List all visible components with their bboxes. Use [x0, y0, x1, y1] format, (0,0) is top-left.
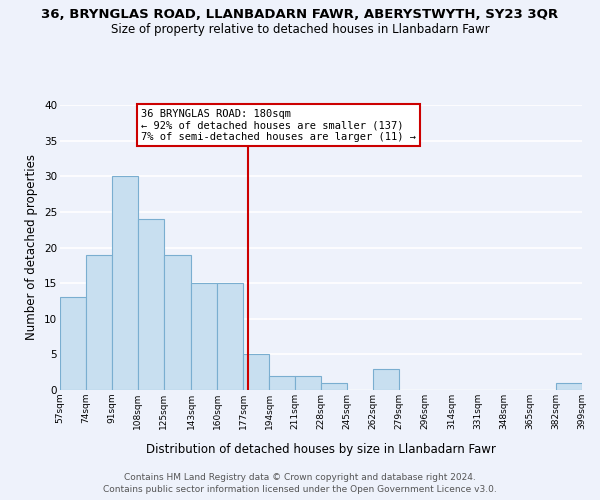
Bar: [295, 376, 321, 390]
Bar: [112, 176, 138, 390]
Bar: [191, 283, 217, 390]
Bar: [269, 376, 295, 390]
Text: Contains public sector information licensed under the Open Government Licence v3: Contains public sector information licen…: [103, 485, 497, 494]
Y-axis label: Number of detached properties: Number of detached properties: [25, 154, 38, 340]
Text: 36, BRYNGLAS ROAD, LLANBADARN FAWR, ABERYSTWYTH, SY23 3QR: 36, BRYNGLAS ROAD, LLANBADARN FAWR, ABER…: [41, 8, 559, 20]
Bar: [556, 383, 582, 390]
Bar: [138, 219, 164, 390]
Text: 36 BRYNGLAS ROAD: 180sqm
← 92% of detached houses are smaller (137)
7% of semi-d: 36 BRYNGLAS ROAD: 180sqm ← 92% of detach…: [141, 108, 416, 142]
Text: Distribution of detached houses by size in Llanbadarn Fawr: Distribution of detached houses by size …: [146, 442, 496, 456]
Text: Contains HM Land Registry data © Crown copyright and database right 2024.: Contains HM Land Registry data © Crown c…: [124, 472, 476, 482]
Bar: [217, 283, 243, 390]
Text: Size of property relative to detached houses in Llanbadarn Fawr: Size of property relative to detached ho…: [110, 22, 490, 36]
Bar: [86, 254, 112, 390]
Bar: [321, 383, 347, 390]
Bar: [60, 298, 86, 390]
Bar: [243, 354, 269, 390]
Bar: [164, 254, 191, 390]
Bar: [373, 368, 399, 390]
